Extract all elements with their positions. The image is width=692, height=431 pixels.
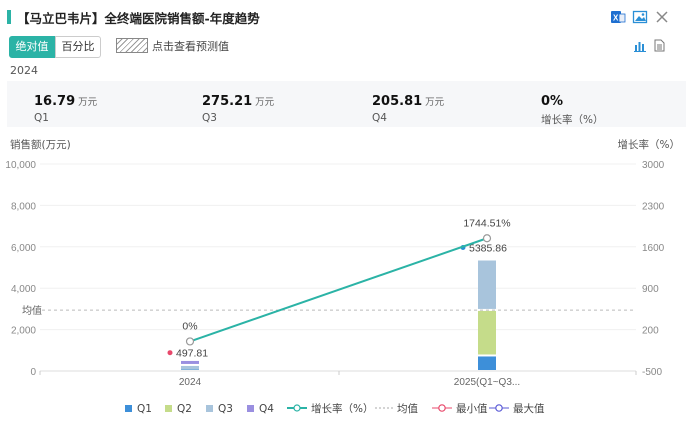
- summary-unit: 万元: [78, 97, 98, 108]
- legend-swatch: [125, 405, 132, 412]
- title-accent-bar: [7, 10, 11, 24]
- growth-label: 0%: [182, 320, 197, 332]
- bar-segment-q3: [478, 260, 496, 309]
- summary-item-growth: 0% 增长率（%）: [541, 90, 603, 127]
- summary-unit: 万元: [255, 97, 275, 108]
- total-label: 5385.86: [469, 243, 507, 255]
- chart-plot: 10,000 3000 8,000 2300 6,000 1600 4,000 900 2,00…: [5, 160, 665, 388]
- y-tick-label: 2,000: [11, 326, 36, 337]
- close-icon[interactable]: [654, 9, 670, 25]
- legend-label: Q3: [218, 403, 233, 415]
- legend-label: 增长率（%）: [311, 403, 374, 415]
- summary-item-q1: 16.79 万元 Q1: [34, 90, 97, 124]
- legend-swatch: [165, 405, 172, 412]
- legend-label: 均值: [397, 403, 418, 415]
- predict-toggle-label[interactable]: 点击查看预测值: [152, 40, 229, 53]
- legend-label: Q2: [177, 403, 192, 415]
- legend-q4[interactable]: Q4: [247, 401, 274, 417]
- toggle-percent-button[interactable]: 百分比: [55, 36, 101, 58]
- bar-segment-q1: [478, 356, 496, 370]
- predict-hatch-icon[interactable]: [116, 38, 148, 53]
- summary-panel: [7, 81, 686, 127]
- x-tick-label: 2025(Q1~Q3...: [454, 377, 520, 388]
- image-icon[interactable]: [632, 9, 648, 25]
- y-axis-title: 销售额(万元): [10, 139, 71, 151]
- summary-item-q3: 275.21 万元 Q3: [202, 90, 274, 124]
- bar-chart-icon[interactable]: [634, 40, 646, 52]
- summary-label: 增长率（%）: [541, 114, 604, 126]
- min-value-marker: [167, 350, 173, 356]
- y2-tick-label: 200: [642, 326, 659, 337]
- summary-item-q4: 205.81 万元 Q4: [372, 90, 444, 124]
- y-tick-label: 0: [30, 367, 36, 378]
- y-tick-label: 6,000: [11, 243, 36, 254]
- page-title: 【马立巴韦片】全终端医院销售额-年度趋势: [17, 11, 260, 26]
- y-tick-label: 4,000: [11, 284, 36, 295]
- legend-q3[interactable]: Q3: [206, 401, 233, 417]
- bar-segment-q3: [181, 365, 199, 370]
- legend-label: Q4: [259, 403, 274, 415]
- legend-q1[interactable]: Q1: [125, 401, 152, 417]
- legend-max[interactable]: 最大值: [489, 401, 545, 417]
- legend-line-icon: [287, 404, 307, 412]
- x-tick-label: 2024: [179, 377, 202, 388]
- y-tick-label: 8,000: [11, 201, 36, 212]
- growth-label: 1744.51%: [463, 217, 510, 229]
- legend-min[interactable]: 最小值: [432, 401, 488, 417]
- legend-swatch: [247, 405, 254, 412]
- bar-segment-q2: [478, 310, 496, 355]
- y2-tick-label: 1600: [642, 243, 665, 254]
- summary-label: Q3: [202, 112, 217, 124]
- legend-q2[interactable]: Q2: [165, 401, 192, 417]
- legend-dash-icon: [375, 407, 393, 409]
- legend-ring-icon: [489, 404, 509, 412]
- y-tick-label: 10,000: [5, 160, 36, 171]
- legend-swatch: [206, 405, 213, 412]
- total-label: 497.81: [176, 348, 208, 360]
- legend-ring-icon: [432, 404, 452, 412]
- legend-mean[interactable]: 均值: [375, 401, 418, 417]
- y2-tick-label: 900: [642, 284, 659, 295]
- summary-label: Q4: [372, 112, 387, 124]
- legend-growth[interactable]: 增长率（%）: [287, 401, 373, 417]
- growth-point: [482, 234, 492, 243]
- legend-label: Q1: [137, 403, 152, 415]
- growth-line: [189, 237, 488, 343]
- mean-label: 均值: [22, 304, 42, 317]
- svg-text:X: X: [613, 14, 619, 23]
- toggle-absolute-button[interactable]: 绝对值: [9, 36, 55, 58]
- summary-label: Q1: [34, 112, 49, 124]
- legend-label: 最小值: [456, 403, 488, 415]
- document-icon[interactable]: [654, 39, 665, 52]
- summary-value: 16.79: [34, 94, 76, 109]
- y2-tick-label: -500: [642, 367, 662, 378]
- growth-point: [185, 337, 195, 346]
- y2-tick-label: 3000: [642, 160, 665, 171]
- legend-label: 最大值: [513, 403, 545, 415]
- bar-segment-q4: [181, 360, 199, 364]
- summary-unit: 万元: [425, 97, 445, 108]
- y2-tick-label: 2300: [642, 201, 665, 212]
- summary-value: 275.21: [202, 94, 253, 109]
- export-excel-icon[interactable]: X: [610, 9, 626, 25]
- summary-value: 0%: [541, 94, 564, 109]
- summary-value: 205.81: [372, 94, 423, 109]
- summary-year: 2024: [10, 64, 38, 77]
- y2-axis-title: 增长率（%）: [617, 139, 680, 151]
